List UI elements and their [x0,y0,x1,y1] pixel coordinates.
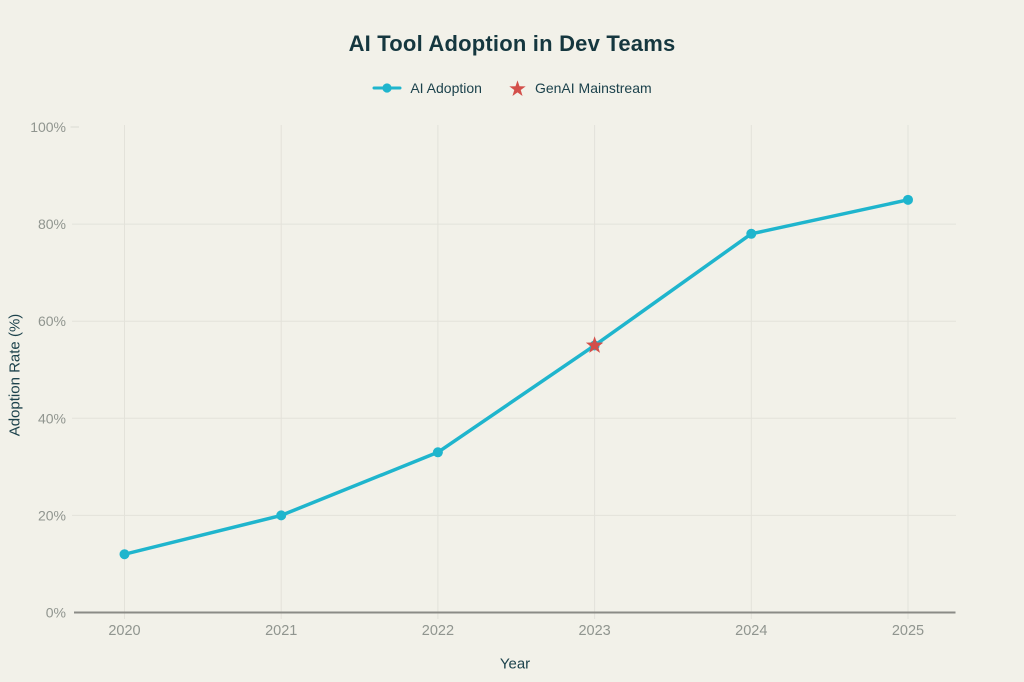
legend: AI Adoption GenAI Mainstream [0,78,1024,98]
legend-item-ai-adoption: AI Adoption [372,80,482,96]
x-tick-label: 2024 [735,623,767,639]
y-axis-title: Adoption Rate (%) [6,313,24,437]
data-point-2022 [432,447,443,458]
y-tick-label: 40% [38,410,66,426]
y-tick-label: 100% [30,119,66,135]
x-tick-label: 2020 [108,623,140,639]
x-tick-label: 2023 [578,623,610,639]
star-marker-icon [509,79,526,96]
legend-star-path [509,79,526,96]
data-point-2020 [119,549,130,560]
data-point-2021 [276,510,287,521]
line-dot-marker-icon [372,83,402,93]
data-point-2024 [746,228,757,239]
x-tick-label: 2022 [422,623,454,639]
adoption-line [122,198,910,556]
y-tick-label: 80% [38,216,66,232]
legend-label-genai-mainstream: GenAI Mainstream [534,80,652,96]
y-tick-label: 20% [38,507,66,523]
x-tick-label: 2025 [892,623,924,639]
legend-label-ai-adoption: AI Adoption [410,80,482,96]
data-point-2025 [903,194,913,205]
y-tick-label: 0% [46,605,66,621]
genai-mainstream-star [585,336,604,353]
x-tick-label: 2021 [265,623,297,639]
legend-item-genai-mainstream: GenAI Mainstream [508,79,652,98]
chart-title: AI Tool Adoption in Dev Teams [348,31,676,56]
x-axis-title: Year [499,655,531,673]
y-tick-label: 60% [38,313,66,329]
